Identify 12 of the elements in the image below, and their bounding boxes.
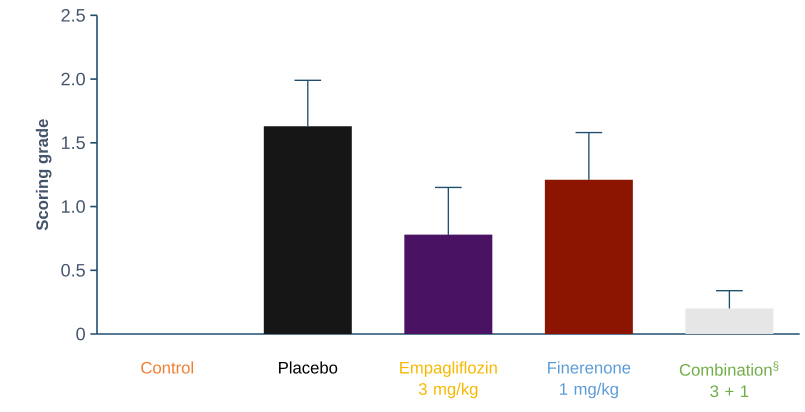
x-tick-label: Empagliflozin 3 mg/kg [400,361,497,398]
y-tick-label: 2.5 [62,8,85,22]
x-tick-label: Placebo [279,361,338,374]
category-label: Combination$^{§}$ 3 + 1 [680,361,778,398]
y-tick-label: 2.0 [62,72,85,86]
y-tick-label: 1.5 [62,136,85,150]
y-tick-label: 1.0 [62,200,85,213]
x-tick-label: Finerenone 1 mg/kg [548,361,630,398]
y-tick-label: 0.5 [61,264,85,277]
y-tick-label: 0 [76,328,85,340]
x-tick-label: Control [141,361,194,374]
y-axis-title: Scoring grade [36,119,52,230]
